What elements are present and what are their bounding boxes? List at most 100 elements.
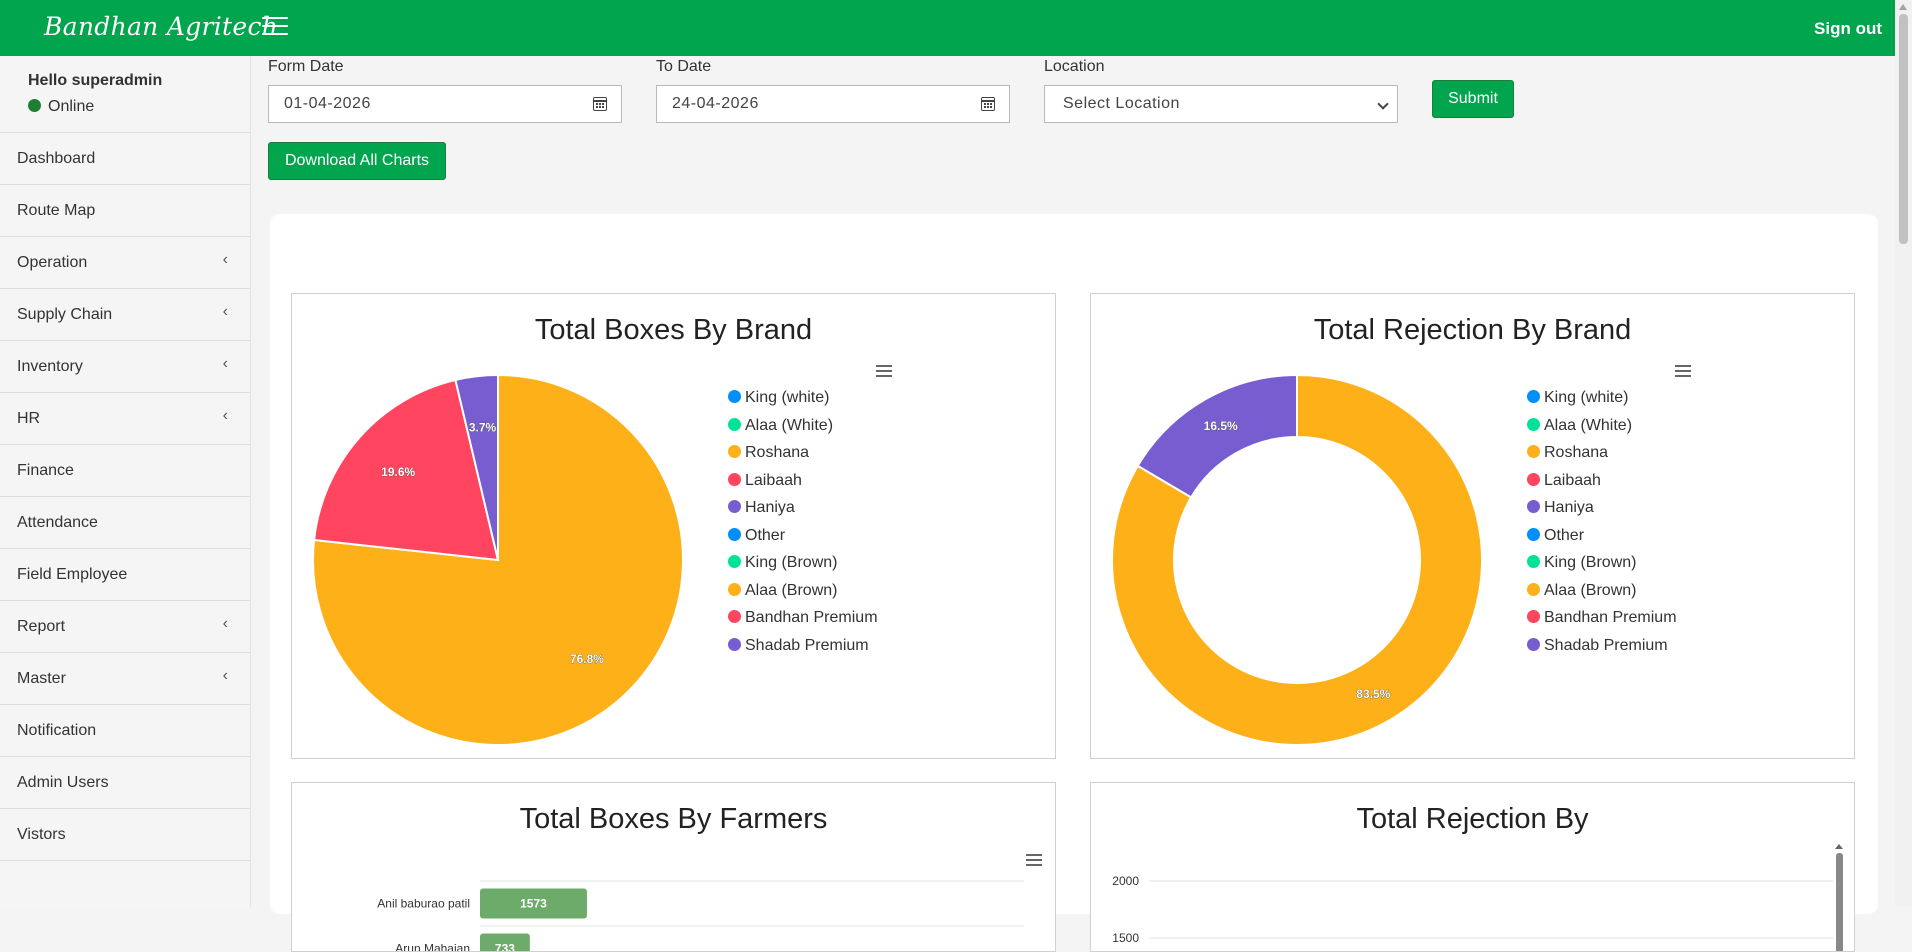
user-panel: Hello superadmin Online [0, 56, 250, 133]
legend-item[interactable]: Shadab Premium [1527, 637, 1677, 665]
chart-menu-icon[interactable] [876, 365, 892, 377]
sidebar-item-supply-chain[interactable]: Supply Chain‹ [0, 289, 250, 341]
location-select-value: Select Location [1063, 95, 1180, 112]
pie-data-label: 16.5% [1204, 419, 1238, 433]
top-bar: Bandhan Agritech Sign out [0, 0, 1912, 56]
legend-marker [728, 555, 741, 568]
from-date-input[interactable]: 01-04-2026 [268, 85, 622, 123]
sidebar-item-label: Dashboard [17, 150, 95, 168]
chart-menu-icon[interactable] [1675, 365, 1691, 377]
legend-marker [728, 500, 741, 513]
legend-item[interactable]: Alaa (White) [1527, 417, 1677, 445]
legend-marker [1527, 445, 1540, 458]
scrollbar-thumb[interactable] [1899, 14, 1908, 244]
legend-item[interactable]: Haniya [728, 499, 878, 527]
chevron-left-icon: ‹ [223, 407, 228, 425]
legend-marker [728, 638, 741, 651]
sidebar-item-label: Finance [17, 462, 74, 480]
sidebar-item-attendance[interactable]: Attendance [0, 497, 250, 549]
bar-category-label: Arun Mahajan [395, 942, 470, 952]
legend-item[interactable]: Roshana [728, 444, 878, 472]
legend-marker [728, 473, 741, 486]
legend-item[interactable]: King (white) [1527, 389, 1677, 417]
legend-label: Alaa (Brown) [1544, 582, 1636, 599]
legend-item[interactable]: Shadab Premium [728, 637, 878, 665]
legend-label: King (Brown) [1544, 554, 1636, 571]
legend-label: King (Brown) [745, 554, 837, 571]
scroll-up-icon[interactable] [1899, 4, 1907, 10]
legend-item[interactable]: Roshana [1527, 444, 1677, 472]
sidebar-toggle-icon[interactable] [262, 17, 288, 37]
legend-item[interactable]: Alaa (Brown) [1527, 582, 1677, 610]
legend-label: Shadab Premium [745, 637, 869, 654]
chart-title: Total Boxes By Brand [292, 314, 1055, 347]
legend-label: Alaa (White) [745, 417, 833, 434]
chevron-down-icon [1377, 98, 1388, 109]
legend-marker [728, 418, 741, 431]
user-status: Online [28, 98, 94, 116]
legend-item[interactable]: King (white) [728, 389, 878, 417]
submit-button[interactable]: Submit [1432, 80, 1514, 118]
sidebar-item-dashboard[interactable]: Dashboard [0, 133, 250, 185]
legend-item[interactable]: Bandhan Premium [1527, 609, 1677, 637]
sidebar-item-vistors[interactable]: Vistors [0, 809, 250, 861]
legend-label: King (white) [745, 389, 829, 406]
pie-slice-haniya[interactable] [1138, 375, 1297, 497]
sidebar-item-operation[interactable]: Operation‹ [0, 237, 250, 289]
legend-item[interactable]: Alaa (White) [728, 417, 878, 445]
legend-marker [1527, 638, 1540, 651]
to-date-input[interactable]: 24-04-2026 [656, 85, 1010, 123]
location-select[interactable]: Select Location [1044, 85, 1398, 123]
sidebar-item-inventory[interactable]: Inventory‹ [0, 341, 250, 393]
sidebar-item-label: Notification [17, 722, 96, 740]
chevron-left-icon: ‹ [223, 667, 228, 685]
sidebar-item-label: Inventory [17, 358, 83, 376]
calendar-icon[interactable] [593, 97, 607, 111]
sidebar-item-field-employee[interactable]: Field Employee [0, 549, 250, 601]
sidebar-item-label: Route Map [17, 202, 95, 220]
pie-chart: 76.8%19.6%3.7% [298, 360, 698, 759]
legend-item[interactable]: Alaa (Brown) [728, 582, 878, 610]
charts-panel: Total Boxes By Brand 76.8%19.6%3.7% King… [270, 214, 1878, 914]
sidebar-item-label: Field Employee [17, 566, 127, 584]
to-date-value: 24-04-2026 [672, 95, 759, 112]
brand-logo[interactable]: Bandhan Agritech [44, 12, 278, 41]
sidebar-item-hr[interactable]: HR‹ [0, 393, 250, 445]
bar-value-label: 733 [495, 942, 515, 952]
main-content: Form Date 01-04-2026 To Date 24-04-2026 … [251, 56, 1895, 907]
pie-data-label: 83.5% [1356, 687, 1390, 701]
sidebar-item-admin-users[interactable]: Admin Users [0, 757, 250, 809]
donut-chart: 83.5% 16.5% [1097, 360, 1497, 759]
to-date-label: To Date [656, 58, 711, 76]
legend-item[interactable]: Other [1527, 527, 1677, 555]
sidebar-item-report[interactable]: Report‹ [0, 601, 250, 653]
bar-value-label: 1573 [520, 897, 547, 911]
scroll-up-icon[interactable] [1835, 844, 1843, 849]
legend-marker [728, 583, 741, 596]
sidebar-item-finance[interactable]: Finance [0, 445, 250, 497]
legend-marker [1527, 418, 1540, 431]
legend-item[interactable]: Bandhan Premium [728, 609, 878, 637]
sign-out-link[interactable]: Sign out [1814, 19, 1882, 39]
sidebar-item-notification[interactable]: Notification [0, 705, 250, 757]
legend-item[interactable]: Haniya [1527, 499, 1677, 527]
legend-item[interactable]: Laibaah [728, 472, 878, 500]
sidebar-item-label: Operation [17, 254, 87, 272]
legend-label: Bandhan Premium [1544, 609, 1677, 626]
chart-card-rejection-by-brand: Total Rejection By Brand 83.5%16.5% King… [1090, 293, 1855, 759]
page-scrollbar[interactable] [1895, 0, 1912, 907]
legend-item[interactable]: Laibaah [1527, 472, 1677, 500]
calendar-icon[interactable] [981, 97, 995, 111]
download-all-charts-button[interactable]: Download All Charts [268, 142, 446, 180]
legend-label: Haniya [745, 499, 795, 516]
sidebar-item-route-map[interactable]: Route Map [0, 185, 250, 237]
legend-label: Laibaah [745, 472, 802, 489]
sidebar-item-master[interactable]: Master‹ [0, 653, 250, 705]
chart-scrollbar[interactable] [1836, 853, 1843, 952]
legend-item[interactable]: Other [728, 527, 878, 555]
legend-item[interactable]: King (Brown) [728, 554, 878, 582]
pie-data-label: 76.8% [570, 652, 604, 666]
legend-item[interactable]: King (Brown) [1527, 554, 1677, 582]
legend-marker [1527, 610, 1540, 623]
